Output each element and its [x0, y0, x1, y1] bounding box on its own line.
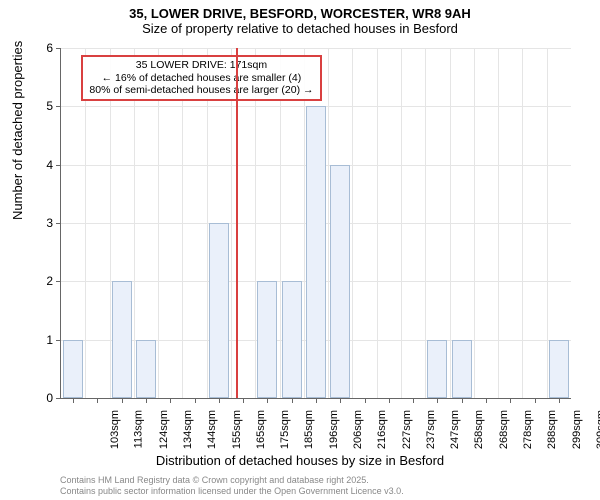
ytick-label: 0 — [46, 391, 53, 405]
histogram-bar — [549, 340, 569, 398]
histogram-bar — [452, 340, 472, 398]
ytick-label: 1 — [46, 333, 53, 347]
histogram-bar — [427, 340, 447, 398]
xtick-label: 247sqm — [449, 410, 461, 449]
histogram-bar — [112, 281, 132, 398]
histogram-bar — [306, 106, 326, 398]
gridline-horizontal — [61, 48, 571, 49]
xtick-label: 155sqm — [231, 410, 243, 449]
footer-line1: Contains HM Land Registry data © Crown c… — [60, 475, 404, 486]
xtick-label: 144sqm — [206, 410, 218, 449]
xtick-label: 278sqm — [522, 410, 534, 449]
ytick-mark — [56, 106, 61, 107]
annotation-callout: 35 LOWER DRIVE: 171sqm ← 16% of detached… — [81, 55, 321, 101]
xtick-label: 268sqm — [498, 410, 510, 449]
histogram-bar — [209, 223, 229, 398]
annotation-line2: ← 16% of detached houses are smaller (4) — [89, 72, 313, 85]
annotation-line1: 35 LOWER DRIVE: 171sqm — [89, 59, 313, 72]
title-sub: Size of property relative to detached ho… — [0, 21, 600, 36]
xtick-label: 113sqm — [133, 410, 145, 448]
ytick-label: 4 — [46, 158, 53, 172]
xtick-label: 165sqm — [255, 410, 267, 449]
footer-attribution: Contains HM Land Registry data © Crown c… — [60, 475, 404, 497]
histogram-bar — [330, 165, 350, 398]
xtick-label: 175sqm — [279, 410, 291, 449]
chart-plot-area: 35 LOWER DRIVE: 171sqm ← 16% of detached… — [60, 48, 571, 399]
xtick-label: 216sqm — [376, 410, 388, 449]
xtick-label: 134sqm — [182, 410, 194, 449]
ytick-mark — [56, 165, 61, 166]
histogram-bar — [63, 340, 83, 398]
title-main: 35, LOWER DRIVE, BESFORD, WORCESTER, WR8… — [0, 0, 600, 21]
xtick-label: 103sqm — [109, 410, 121, 449]
ytick-label: 6 — [46, 41, 53, 55]
x-axis-label: Distribution of detached houses by size … — [0, 453, 600, 468]
y-tick-container: 0123456 — [0, 48, 56, 398]
chart-container: 35, LOWER DRIVE, BESFORD, WORCESTER, WR8… — [0, 0, 600, 500]
ytick-mark — [56, 340, 61, 341]
ytick-label: 2 — [46, 274, 53, 288]
xtick-label: 237sqm — [425, 410, 437, 449]
xtick-label: 206sqm — [352, 410, 364, 449]
xtick-label: 185sqm — [304, 410, 316, 449]
ytick-mark — [56, 281, 61, 282]
histogram-bar — [282, 281, 302, 398]
xtick-label: 227sqm — [401, 410, 413, 449]
histogram-bar — [136, 340, 156, 398]
histogram-bar — [257, 281, 277, 398]
xtick-label: 196sqm — [328, 410, 340, 449]
x-tick-container: 103sqm 113sqm 124sqm 134sqm 144sqm 155sqm 165s… — [60, 398, 570, 458]
xtick-label: 258sqm — [474, 410, 486, 449]
ytick-label: 5 — [46, 99, 53, 113]
xtick-label: 299sqm — [571, 410, 583, 449]
xtick-label: 124sqm — [158, 410, 170, 449]
footer-line2: Contains public sector information licen… — [60, 486, 404, 497]
xtick-label: 309sqm — [595, 410, 600, 449]
reference-line — [236, 48, 238, 398]
ytick-label: 3 — [46, 216, 53, 230]
ytick-mark — [56, 48, 61, 49]
xtick-label: 288sqm — [546, 410, 558, 449]
ytick-mark — [56, 223, 61, 224]
annotation-line3: 80% of semi-detached houses are larger (… — [89, 84, 313, 97]
